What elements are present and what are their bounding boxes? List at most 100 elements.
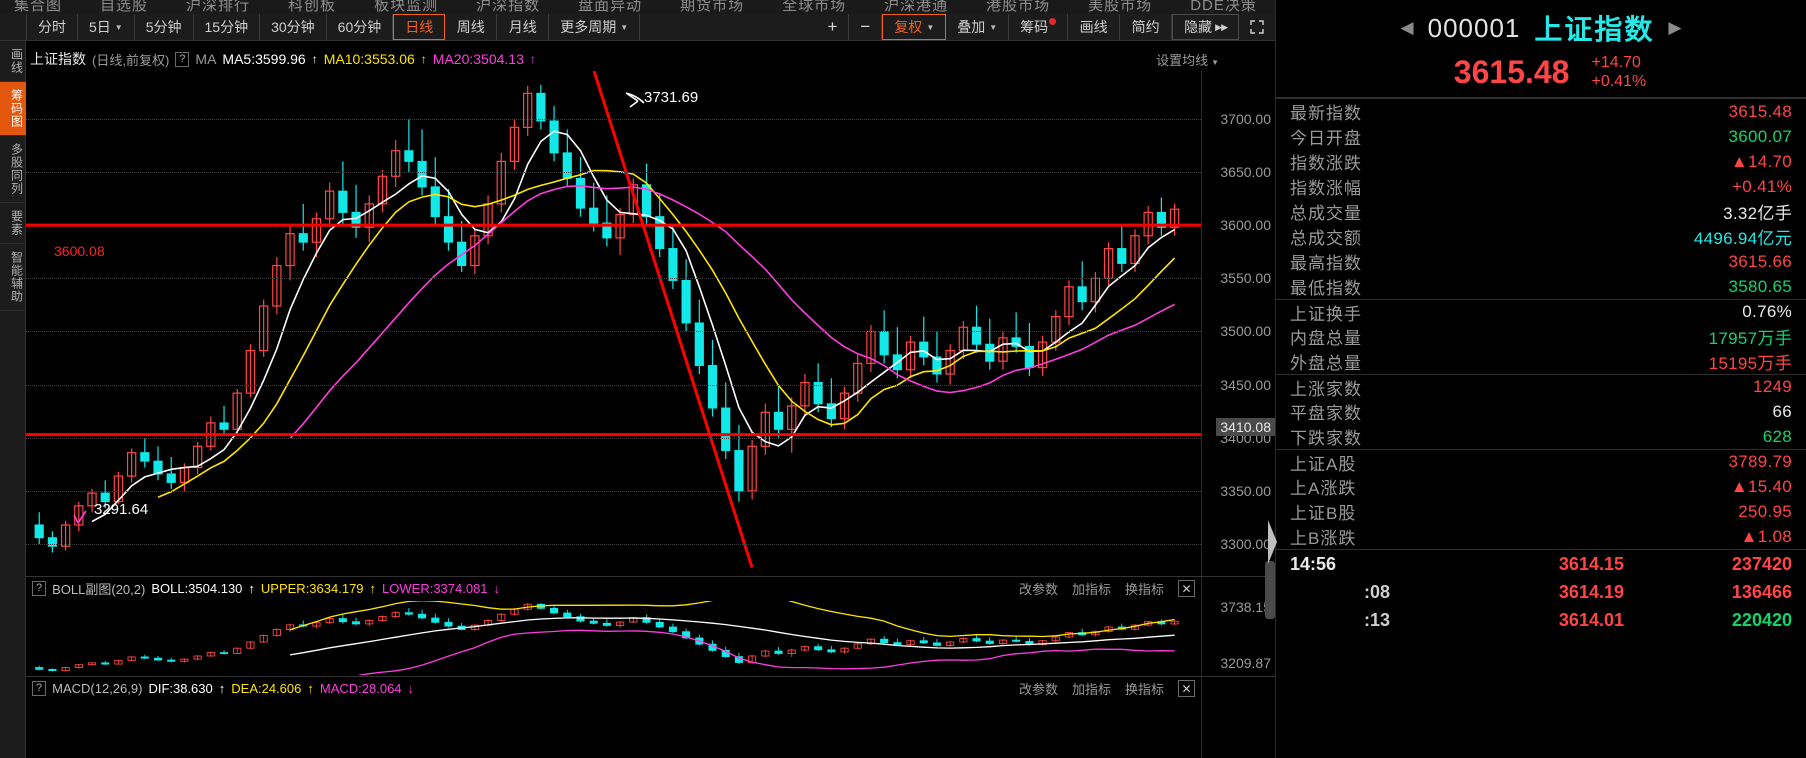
toolbar-button-label-0: 复权: [894, 19, 923, 35]
macd-add-indicator-button[interactable]: 加指标: [1071, 682, 1111, 697]
chart-scroll-handle[interactable]: [1265, 561, 1275, 619]
macd-change-params-button[interactable]: 改参数: [1018, 682, 1058, 697]
resistance-line-annotation: 3600.08: [54, 243, 105, 259]
boll-change-params-button[interactable]: 改参数: [1018, 582, 1058, 597]
chart-toolbar[interactable]: 分时 5日 ▼ 5分钟 15分钟 30分钟 60分钟 日线 周线 月线 更多周期 ▼ + − 复权 ▼ 叠…: [0, 14, 1275, 41]
gridline-3: [26, 278, 1201, 280]
boll-add-indicator-button[interactable]: 加指标: [1071, 582, 1111, 597]
toolbar-复权-button[interactable]: 复权 ▼: [882, 14, 947, 40]
boll-lower-value: LOWER:3374.081: [382, 580, 488, 596]
top-tab-1[interactable]: 自选股: [100, 0, 149, 14]
hide-panel-button[interactable]: 隐藏 ▶▶: [1172, 14, 1239, 40]
boll-help-icon[interactable]: ?: [32, 580, 47, 596]
quote-row-12: 平盘家数 66: [1276, 399, 1806, 424]
quote-row-5: 总成交额 4496.94亿元: [1276, 224, 1806, 249]
period-button-3[interactable]: 15分钟: [194, 14, 261, 40]
toolbar-画线-button[interactable]: 画线: [1068, 14, 1121, 40]
period-button-5[interactable]: 60分钟: [327, 14, 394, 40]
next-symbol-icon[interactable]: ▶: [1668, 18, 1682, 37]
left-tool-sidebar[interactable]: 画线 筹码图 多股同列 要素 智能辅助: [0, 41, 26, 758]
quote-row-8: 上证换手 0.76%: [1276, 299, 1806, 324]
macd-tools[interactable]: 改参数 加指标 换指标 ✕: [1019, 679, 1195, 698]
sidebar-item-0[interactable]: 画线: [0, 41, 26, 82]
quote-row-label-2: 指数涨跌: [1290, 154, 1362, 173]
toolbar-button-label-2: 筹码: [1020, 19, 1049, 35]
quote-row-6: 最高指数 3615.66: [1276, 249, 1806, 274]
candlestick-plot[interactable]: 3731.69 3291.64 3600.08: [26, 70, 1201, 576]
sidebar-item-2[interactable]: 多股同列: [0, 136, 26, 203]
quote-row-15: 上A涨跌 ▲15.40: [1276, 474, 1806, 499]
quote-row-value-4: 3.32亿手: [1723, 204, 1792, 223]
top-tab-6[interactable]: 盘面异动: [578, 0, 643, 14]
top-tab-8[interactable]: 全球市场: [782, 0, 847, 14]
boll-tools[interactable]: 改参数 加指标 换指标 ✕: [1019, 579, 1195, 598]
quote-row-label-4: 总成交量: [1290, 204, 1362, 223]
macd-close-icon[interactable]: ✕: [1178, 680, 1195, 697]
period-button-8[interactable]: 月线: [497, 14, 550, 40]
tick-row-0[interactable]: 14:56 3614.15 237420: [1276, 550, 1806, 578]
top-tab-5[interactable]: 沪深指数: [476, 0, 541, 14]
boll-subchart-panel[interactable]: ? BOLL副图(20,2) BOLL:3504.130 ↑ UPPER:363…: [26, 576, 1275, 676]
prev-symbol-icon[interactable]: ◀: [1400, 18, 1414, 37]
zoom-in-button[interactable]: +: [816, 14, 850, 40]
quote-row-9: 内盘总量 17957万手: [1276, 324, 1806, 349]
fullscreen-button[interactable]: [1239, 14, 1275, 40]
hide-panel-label: 隐藏: [1184, 19, 1213, 35]
tick-time-0: 14:56: [1290, 553, 1337, 574]
top-tab-3[interactable]: 科创板: [288, 0, 337, 14]
toolbar-叠加-button[interactable]: 叠加 ▼: [946, 14, 1010, 40]
toolbar-筹码-button[interactable]: 筹码: [1009, 14, 1069, 40]
panel-collapse-handle[interactable]: [1268, 520, 1277, 564]
zoom-out-button[interactable]: −: [849, 14, 883, 40]
period-button-6[interactable]: 日线: [393, 14, 446, 40]
help-icon[interactable]: ?: [175, 51, 190, 67]
macd-subchart-panel[interactable]: ? MACD(12,26,9) DIF:38.630 ↑ DEA:24.606 …: [26, 676, 1275, 758]
period-button-0[interactable]: 分时: [26, 14, 78, 40]
boll-close-icon[interactable]: ✕: [1178, 580, 1195, 597]
main-chart-pane[interactable]: 上证指数 (日线,前复权) ? MA MA5:3599.96 ↑ MA10:35…: [26, 41, 1275, 758]
symbol-name: 上证指数: [1534, 14, 1655, 45]
quote-side-panel[interactable]: ◀ 000001 上证指数 ▶ 3615.48 +14.70 +0.41% 最新…: [1268, 0, 1806, 758]
tick-row-1[interactable]: :08 3614.19 136466: [1276, 578, 1806, 606]
sidebar-item-3[interactable]: 要素: [0, 203, 26, 244]
price-axis-label-8: 3300.00: [1220, 536, 1271, 553]
top-tab-9[interactable]: 沪深港通: [884, 0, 949, 14]
toolbar-简约-button[interactable]: 简约: [1120, 14, 1173, 40]
top-tab-2[interactable]: 沪深排行: [186, 0, 251, 14]
toolbar-spacer: [640, 14, 816, 40]
top-tab-0[interactable]: 集合图: [14, 0, 63, 14]
quote-row-value-11: 1249: [1752, 377, 1792, 396]
period-button-2[interactable]: 5分钟: [135, 14, 194, 40]
tick-list[interactable]: 14:56 3614.15 237420:08 3614.19 136466:13 361…: [1276, 549, 1806, 634]
period-button-4[interactable]: 30分钟: [260, 14, 327, 40]
set-moving-average-button[interactable]: 设置均线 ▼: [1156, 50, 1219, 69]
period-label-7: 周线: [456, 19, 485, 35]
top-tab-12[interactable]: DDE决策: [1190, 0, 1257, 14]
quote-row-value-14: 3789.79: [1728, 452, 1792, 471]
top-tab-11[interactable]: 美股市场: [1088, 0, 1153, 14]
period-button-group[interactable]: 分时 5日 ▼ 5分钟 15分钟 30分钟 60分钟 日线 周线 月线 更多周期 ▼: [0, 14, 641, 40]
tick-price-1: 3614.19: [1558, 581, 1624, 602]
sidebar-item-1[interactable]: 筹码图: [0, 82, 26, 136]
period-button-7[interactable]: 周线: [445, 14, 498, 40]
period-label-5: 60分钟: [337, 19, 382, 35]
period-label-3: 15分钟: [204, 19, 249, 35]
macd-help-icon[interactable]: ?: [32, 680, 47, 696]
tick-row-2[interactable]: :13 3614.01 220420: [1276, 606, 1806, 634]
macd-axis: [1201, 677, 1275, 758]
price-axis-label-4: 3500.00: [1220, 323, 1271, 340]
boll-axis-top: 3738.15: [1220, 599, 1271, 615]
boll-header: ? BOLL副图(20,2) BOLL:3504.130 ↑ UPPER:363…: [32, 579, 500, 597]
top-tab-4[interactable]: 板块监测: [374, 0, 439, 14]
sidebar-item-4[interactable]: 智能辅助: [0, 244, 26, 311]
gridline-6: [26, 437, 1201, 439]
right-button-group[interactable]: 复权 ▼ 叠加 ▼ 筹码 画线 简约: [882, 14, 1173, 40]
period-button-9[interactable]: 更多周期 ▼: [549, 14, 641, 40]
boll-svg: [35, 601, 1179, 675]
top-tab-10[interactable]: 港股市场: [986, 0, 1051, 14]
macd-switch-indicator-button[interactable]: 换指标: [1124, 682, 1164, 697]
top-tab-7[interactable]: 期货市场: [680, 0, 745, 14]
boll-switch-indicator-button[interactable]: 换指标: [1124, 582, 1164, 597]
left-sidebar-items[interactable]: 画线 筹码图 多股同列 要素 智能辅助: [0, 41, 26, 311]
period-button-1[interactable]: 5日 ▼: [78, 14, 135, 40]
